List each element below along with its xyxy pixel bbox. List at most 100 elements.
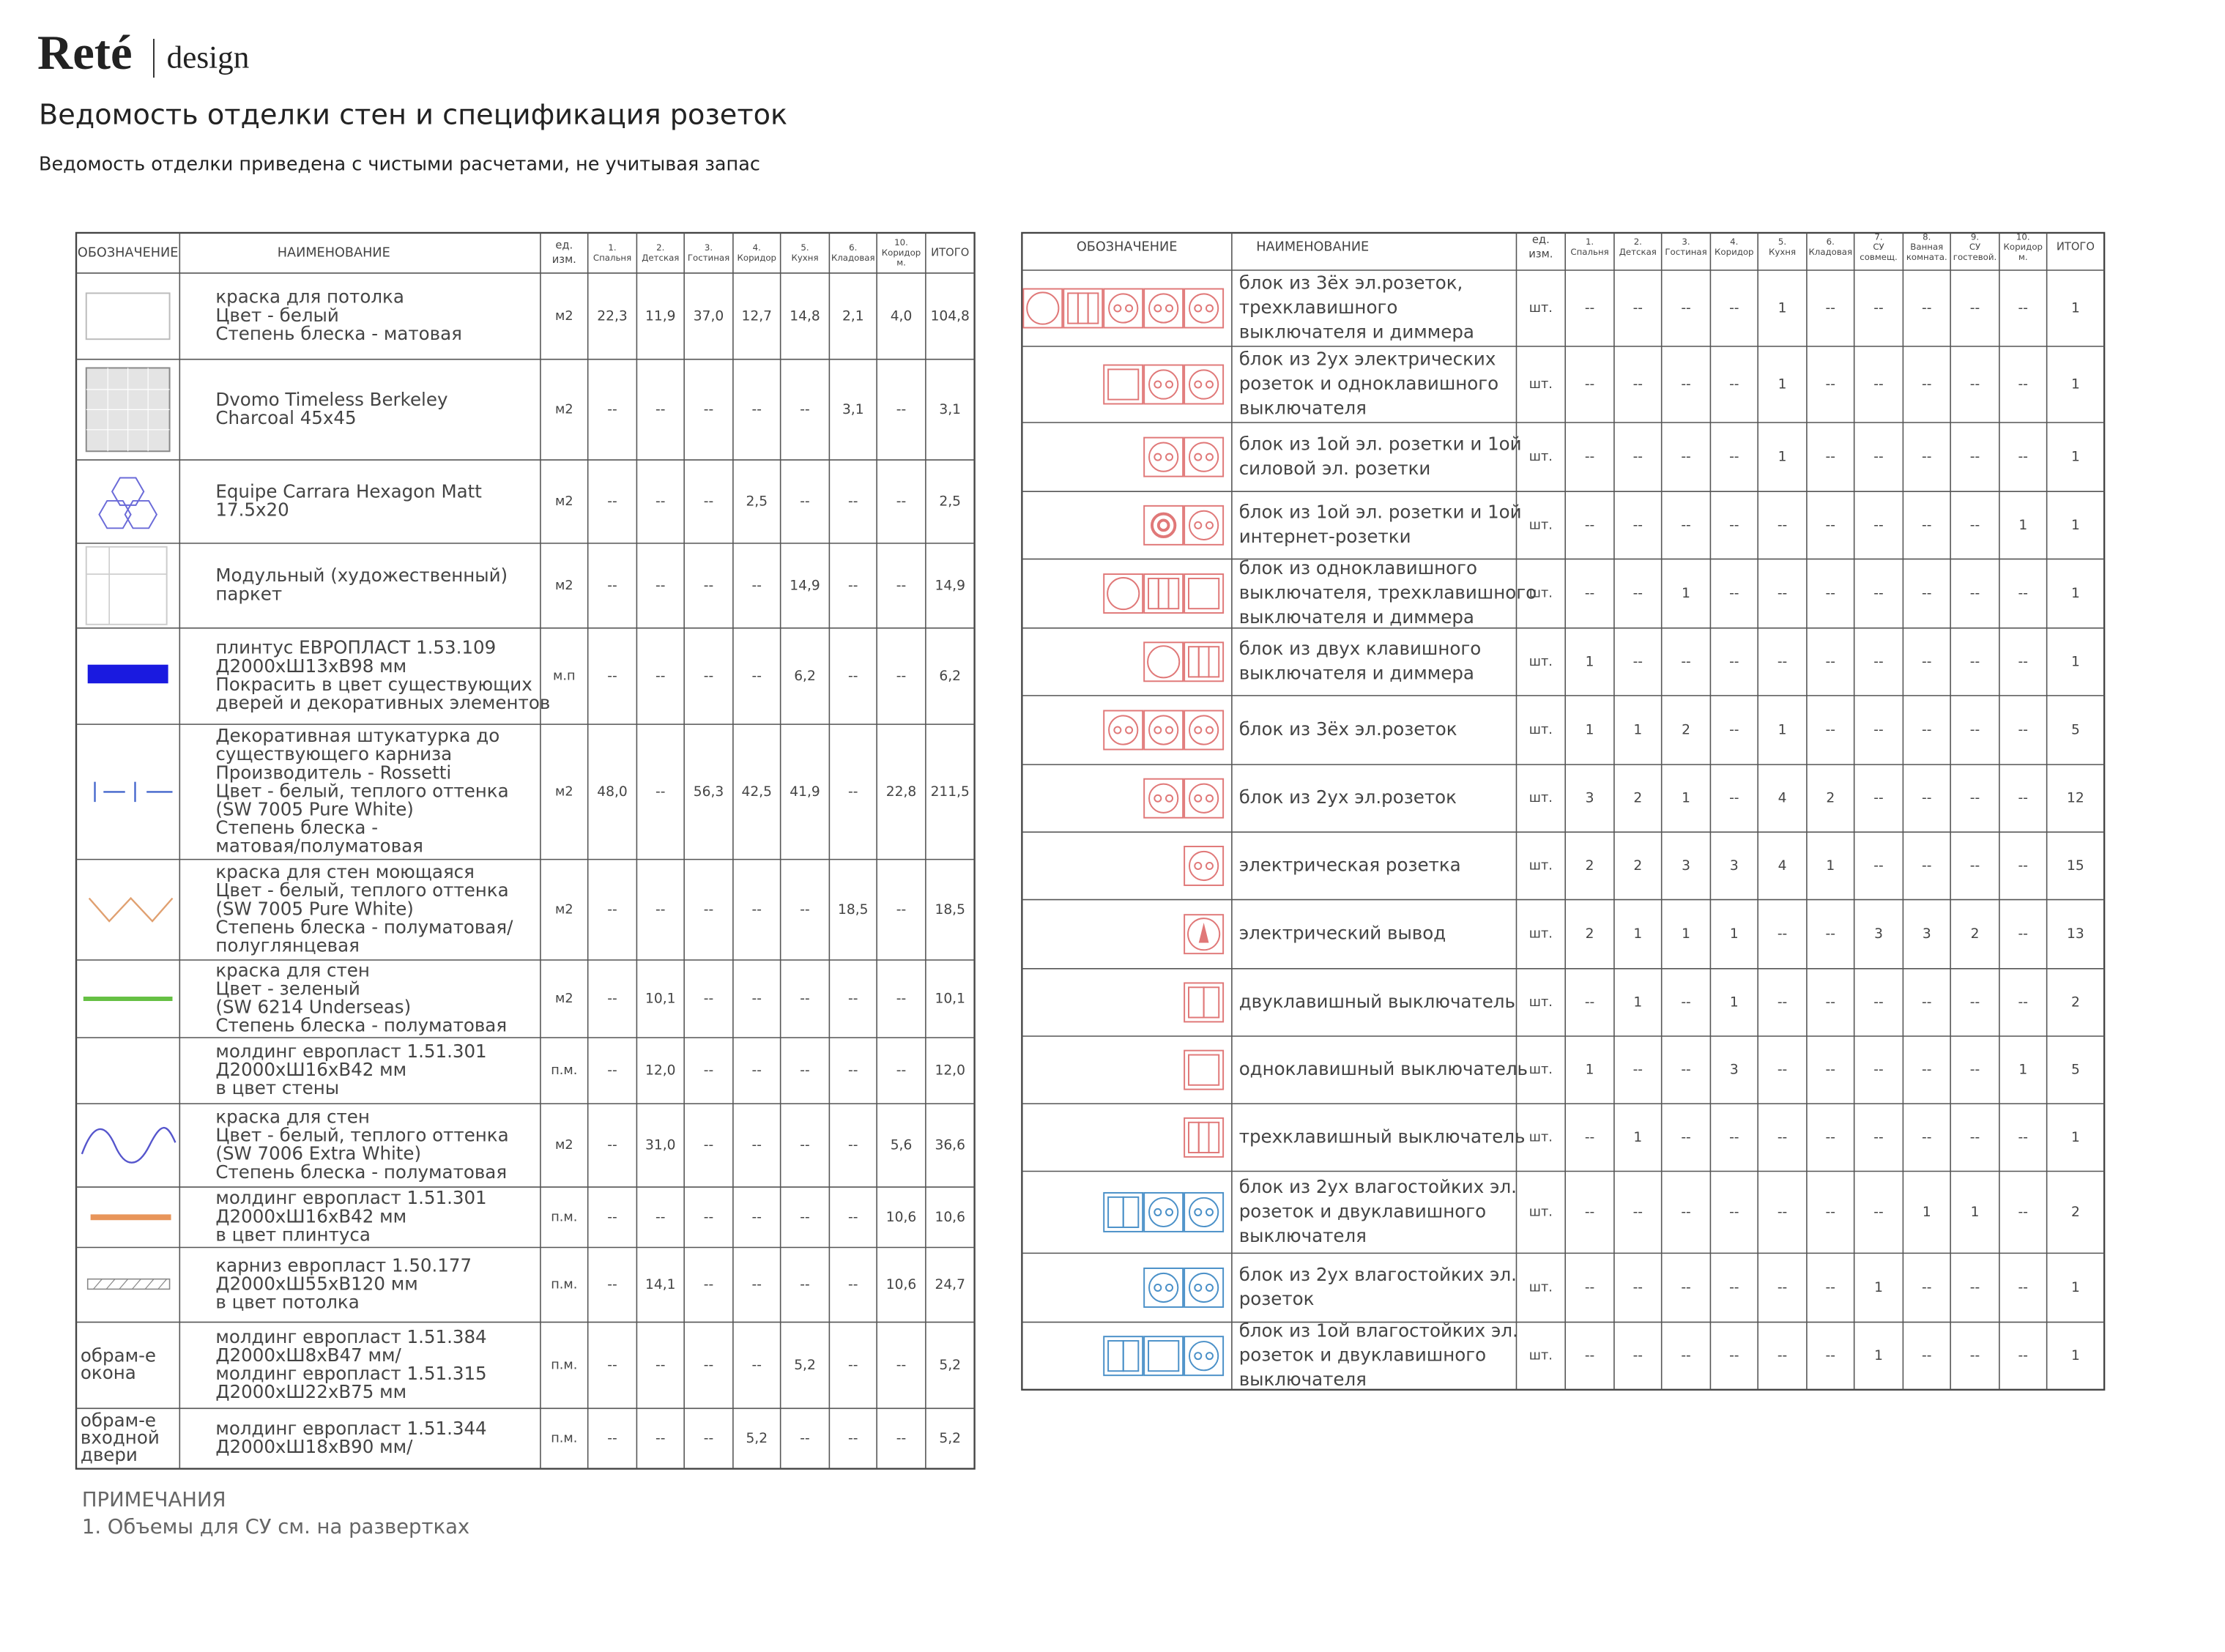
unit: шт. [1529, 587, 1553, 601]
quantity: 1 [1971, 1205, 1980, 1220]
quantity: -- [1873, 723, 1883, 738]
quantity: -- [2018, 300, 2028, 316]
symbol [1184, 914, 1225, 955]
column-header: 3. [705, 242, 713, 253]
symbol [85, 546, 168, 625]
quantity: -- [1873, 994, 1883, 1010]
quantity: -- [1826, 377, 1835, 392]
symbol [1022, 288, 1063, 329]
quantity: 1 [1682, 926, 1690, 942]
symbol [1148, 783, 1179, 814]
symbol [1103, 364, 1144, 405]
item-name: Д2000хШ16хВ42 мм [215, 1059, 406, 1080]
quantity: -- [1778, 654, 1787, 669]
symbol [1184, 505, 1225, 546]
symbol [1203, 986, 1220, 1019]
item-name: двуклавишный выключатель [1239, 991, 1515, 1012]
quantity: -- [1922, 723, 1931, 738]
quantity: 2 [1633, 858, 1642, 874]
item-name: Equipe Carrara Hexagon Matt [215, 480, 482, 502]
column-header: 4. [1730, 237, 1738, 247]
symbol [1184, 641, 1225, 682]
unit: шт. [1529, 1130, 1553, 1145]
column-header: Коридор [738, 253, 776, 263]
quantity: -- [704, 402, 713, 417]
symbol [1187, 918, 1221, 951]
symbol [93, 1279, 103, 1290]
title: Ведомость отделки стен и спецификация ро… [39, 98, 787, 131]
quantity: -- [848, 1063, 858, 1079]
symbol [1107, 1196, 1124, 1229]
symbol [1198, 922, 1209, 943]
quantity: -- [704, 669, 713, 684]
item-name: в цвет плинтуса [215, 1224, 370, 1245]
column-header: Кухня [1769, 247, 1796, 257]
symbol [1189, 369, 1219, 400]
item-name: (SW 6214 Underseas) [215, 997, 411, 1018]
logo: Reté [37, 26, 133, 80]
quantity: 2 [1586, 858, 1594, 874]
quantity: -- [1922, 1348, 1931, 1363]
quantity: -- [752, 991, 762, 1006]
quantity: -- [1633, 300, 1643, 316]
symbol [86, 1278, 171, 1290]
symbol [1205, 521, 1214, 529]
item-name: молдинг европласт 1.51.384 [215, 1326, 486, 1347]
item-name: Производитель - Rossetti [215, 762, 451, 783]
quantity: -- [1681, 1348, 1690, 1363]
quantity: -- [1873, 377, 1883, 392]
quantity: -- [607, 1358, 617, 1373]
quantity: 3 [1730, 858, 1739, 874]
quantity: -- [752, 402, 762, 417]
quantity: -- [1585, 1280, 1594, 1295]
quantity: -- [607, 1063, 617, 1079]
column-header: Ванная [1910, 242, 1943, 252]
unit: шт. [1529, 927, 1553, 942]
quantity: -- [1729, 1280, 1739, 1295]
quantity: -- [2018, 723, 2028, 738]
total: 1 [2071, 586, 2080, 601]
quantity: 48,0 [597, 784, 627, 800]
symbol [1122, 1340, 1140, 1372]
item-name: блок из одноклавишного [1239, 557, 1477, 578]
symbol [1156, 518, 1170, 532]
unit: шт. [1529, 791, 1553, 805]
symbol [1165, 1208, 1174, 1216]
item-name: выключателя и диммера [1239, 321, 1474, 342]
quantity: 3 [1730, 1063, 1739, 1078]
column-header: СУ [1873, 242, 1884, 252]
item-name: блок из 1ой влагостойких эл. [1239, 1320, 1518, 1341]
quantity: 1 [1586, 723, 1594, 738]
quantity: -- [1826, 994, 1835, 1010]
symbol [1184, 778, 1225, 819]
quantity: -- [1826, 586, 1835, 601]
total: 15 [2067, 858, 2084, 874]
total: 1 [2071, 300, 2080, 316]
symbol [1194, 453, 1203, 461]
symbol [1205, 304, 1214, 313]
column-header: Гостиная [1665, 247, 1706, 257]
column-header: 9. [1971, 231, 1979, 242]
quantity: -- [800, 1138, 809, 1153]
item-name: интернет-розетки [1239, 526, 1411, 547]
quantity: -- [896, 402, 906, 417]
column-header: ИТОГО [931, 246, 969, 258]
symbol [88, 896, 174, 923]
quantity: -- [607, 669, 617, 684]
quantity: -- [1585, 377, 1594, 392]
unit: м2 [555, 309, 573, 324]
quantity: -- [2018, 994, 2028, 1010]
quantity: -- [1873, 586, 1883, 601]
quantity: -- [2018, 926, 2028, 942]
column-header: гостевой. [1953, 252, 1996, 262]
quantity: -- [655, 669, 665, 684]
quantity: 5,2 [794, 1358, 816, 1373]
symbol [1194, 304, 1203, 313]
symbol [105, 1279, 116, 1290]
quantity: -- [848, 1210, 858, 1225]
quantity: -- [1922, 450, 1931, 465]
total: 12 [2067, 791, 2084, 806]
quantity: -- [1585, 994, 1594, 1010]
symbol [1197, 1121, 1210, 1153]
symbol [1103, 710, 1144, 751]
